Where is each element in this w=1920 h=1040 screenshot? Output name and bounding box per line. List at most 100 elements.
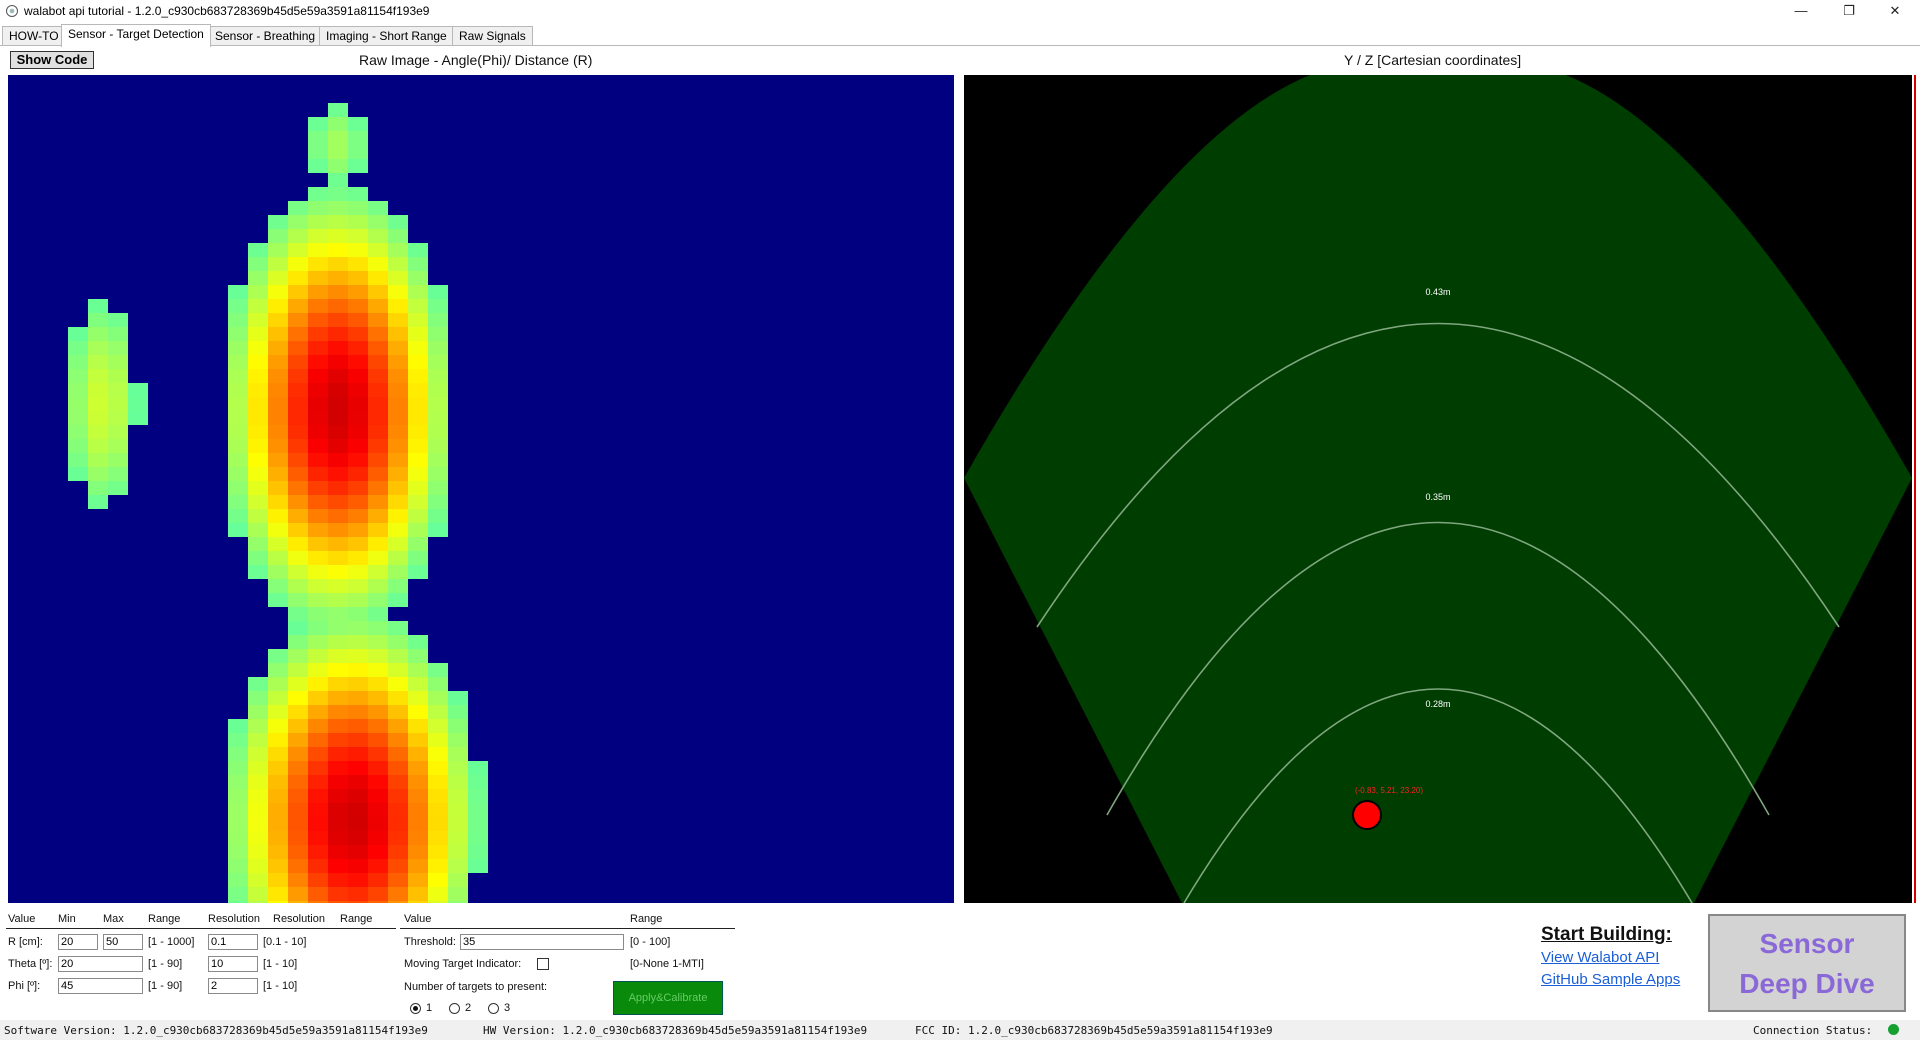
heatmap-cell <box>228 789 248 803</box>
heatmap-cell <box>288 243 308 257</box>
mti-checkbox[interactable] <box>537 958 549 970</box>
theta-resolution-input[interactable]: 10 <box>208 956 258 972</box>
heatmap-cell <box>348 901 368 903</box>
heatmap-cell <box>268 747 288 761</box>
heatmap-cell <box>428 887 448 901</box>
heatmap-cell <box>268 803 288 817</box>
r-min-input[interactable]: 20 <box>58 934 98 950</box>
heatmap-cell <box>308 607 328 621</box>
targets-radio-1[interactable] <box>410 1003 421 1014</box>
heatmap-cell <box>288 817 308 831</box>
heatmap-cell <box>368 551 388 565</box>
heatmap-cell <box>368 873 388 887</box>
heatmap-cell <box>268 579 288 593</box>
heatmap-cell <box>248 887 268 901</box>
targets-radio-3[interactable] <box>488 1003 499 1014</box>
tab-raw-signals[interactable]: Raw Signals <box>452 26 533 46</box>
r-max-input[interactable]: 50 <box>103 934 143 950</box>
heatmap-cell <box>448 803 468 817</box>
heatmap-cell <box>348 789 368 803</box>
heatmap-cell <box>288 789 308 803</box>
theta-min-input[interactable]: 20 <box>58 956 143 972</box>
heatmap-cell <box>328 187 348 201</box>
heatmap-cell <box>308 341 328 355</box>
close-button[interactable]: ✕ <box>1889 3 1901 18</box>
heatmap-cell <box>68 411 88 425</box>
heatmap-cell <box>468 775 488 789</box>
heatmap-cell <box>248 831 268 845</box>
targets-radio-2[interactable] <box>449 1003 460 1014</box>
heatmap-cell <box>328 117 348 131</box>
heatmap-cell <box>268 663 288 677</box>
heatmap-cell <box>268 285 288 299</box>
heatmap-cell <box>308 649 328 663</box>
heatmap-cell <box>388 299 408 313</box>
heatmap-cell <box>308 509 328 523</box>
heatmap-cell <box>308 131 328 145</box>
apply-calibrate-button[interactable]: Apply&Calibrate <box>613 981 723 1015</box>
heatmap-cell <box>348 299 368 313</box>
github-sample-apps-link[interactable]: GitHub Sample Apps <box>1541 971 1681 988</box>
fcc-id: FCC ID: 1.2.0_c930cb683728369b45d5e59a35… <box>915 1024 1273 1037</box>
heatmap-cell <box>108 453 128 467</box>
restore-button[interactable]: ❐ <box>1843 3 1855 18</box>
heatmap-cell <box>308 145 328 159</box>
sensor-deep-dive-button[interactable]: Sensor Deep Dive <box>1708 914 1906 1012</box>
arc-label-middle: 0.35m <box>1425 492 1450 502</box>
heatmap-cell <box>308 621 328 635</box>
threshold-input[interactable]: 35 <box>460 934 624 950</box>
tab-breathing[interactable]: Sensor - Breathing <box>208 26 323 46</box>
heatmap-cell <box>388 215 408 229</box>
heatmap-cell <box>408 523 428 537</box>
heatmap-cell <box>348 887 368 901</box>
heatmap-cell <box>368 229 388 243</box>
title-bar: walabot api tutorial - 1.2.0_c930cb68372… <box>0 0 1920 22</box>
heatmap-cell <box>388 355 408 369</box>
phi-resolution-input[interactable]: 2 <box>208 978 258 994</box>
heatmap-cell <box>348 677 368 691</box>
heatmap-cell <box>368 383 388 397</box>
heatmap-cell <box>388 649 408 663</box>
heatmap-cell <box>288 761 308 775</box>
heatmap-cell <box>68 453 88 467</box>
heatmap-cell <box>348 621 368 635</box>
heatmap-cell <box>388 271 408 285</box>
heatmap-cell <box>328 173 348 187</box>
minimize-button[interactable]: — <box>1794 3 1808 18</box>
tab-how-to[interactable]: HOW-TO <box>2 26 66 46</box>
heatmap-cell <box>248 775 268 789</box>
heatmap-cell <box>388 509 408 523</box>
heatmap-cell <box>248 565 268 579</box>
heatmap-cell <box>468 845 488 859</box>
heatmap-cell <box>268 887 288 901</box>
view-walabot-api-link[interactable]: View Walabot API <box>1541 949 1660 966</box>
heatmap-cell <box>268 439 288 453</box>
heatmap-cell <box>248 495 268 509</box>
heatmap-cell <box>328 327 348 341</box>
r-resolution-input[interactable]: 0.1 <box>208 934 258 950</box>
heatmap-cell <box>328 383 348 397</box>
phi-min-input[interactable]: 45 <box>58 978 143 994</box>
status-bar: Software Version: 1.2.0_c930cb683728369b… <box>0 1020 1920 1040</box>
heatmap-cell <box>288 635 308 649</box>
heatmap-cell <box>328 649 348 663</box>
heatmap-cell <box>428 705 448 719</box>
heatmap-cell <box>348 411 368 425</box>
heatmap-cell <box>348 145 368 159</box>
heatmap-cell <box>268 425 288 439</box>
tab-target-detection[interactable]: Sensor - Target Detection <box>61 24 211 47</box>
heatmap-cell <box>328 691 348 705</box>
heatmap-cell <box>408 355 428 369</box>
deep-dive-line-2: Deep Dive <box>1739 968 1875 999</box>
heatmap-cell <box>288 509 308 523</box>
heatmap-cell <box>408 467 428 481</box>
show-code-button[interactable]: Show Code <box>10 51 94 69</box>
tab-imaging-short-range[interactable]: Imaging - Short Range <box>319 26 454 46</box>
heatmap-cell <box>268 369 288 383</box>
heatmap-cell <box>268 397 288 411</box>
heatmap-cell <box>268 761 288 775</box>
arena-header-value: Value <box>8 913 36 925</box>
heatmap-cell <box>368 481 388 495</box>
heatmap-cell <box>68 397 88 411</box>
heatmap-cell <box>268 509 288 523</box>
